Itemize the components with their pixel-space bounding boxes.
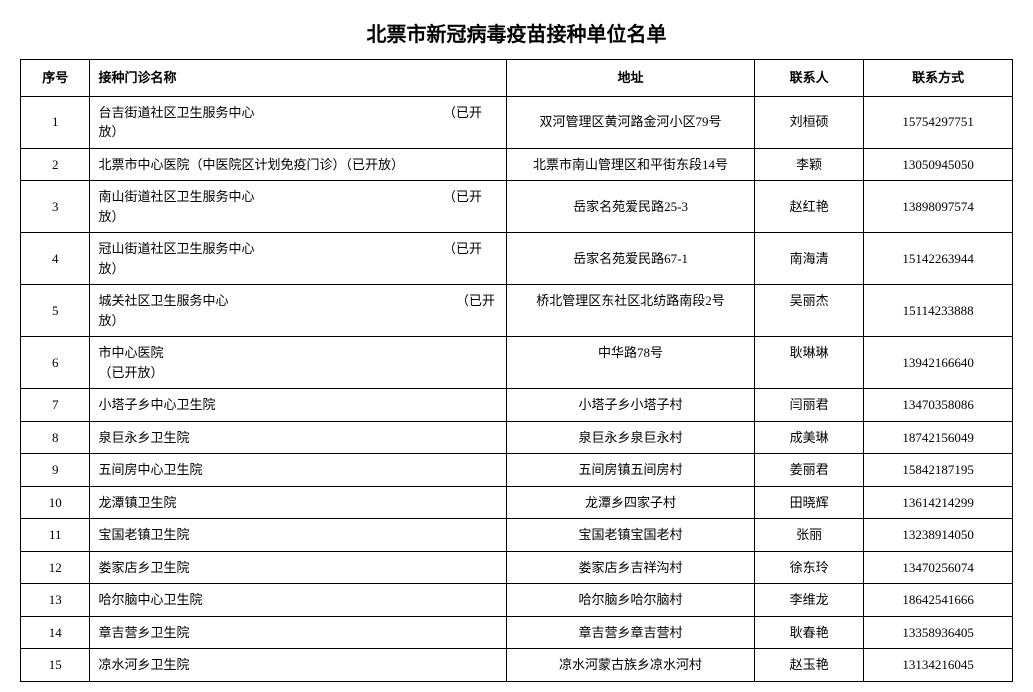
- vaccination-units-table: 序号 接种门诊名称 地址 联系人 联系方式 1台吉街道社区卫生服务中心 （已开放…: [20, 59, 1013, 682]
- cell-phone: 13898097574: [864, 181, 1013, 233]
- table-row: 4冠山街道社区卫生服务中心 （已开放）岳家名苑爱民路67-1南海清1514226…: [21, 233, 1013, 285]
- cell-address: 桥北管理区东社区北纺路南段2号: [507, 285, 755, 337]
- table-row: 8泉巨永乡卫生院泉巨永乡泉巨永村成美琳18742156049: [21, 421, 1013, 454]
- cell-address: 宝国老镇宝国老村: [507, 519, 755, 552]
- table-row: 7小塔子乡中心卫生院小塔子乡小塔子村闫丽君13470358086: [21, 389, 1013, 422]
- cell-phone: 15754297751: [864, 96, 1013, 148]
- cell-index: 13: [21, 584, 90, 617]
- cell-clinic-name: 五间房中心卫生院: [90, 454, 507, 487]
- cell-contact-person: 闫丽君: [755, 389, 864, 422]
- cell-contact-person: 南海清: [755, 233, 864, 285]
- table-row: 5城关社区卫生服务中心 （已开放）桥北管理区东社区北纺路南段2号吴丽杰15114…: [21, 285, 1013, 337]
- cell-phone: 18642541666: [864, 584, 1013, 617]
- table-row: 1台吉街道社区卫生服务中心 （已开放）双河管理区黄河路金河小区79号刘桓硕157…: [21, 96, 1013, 148]
- cell-index: 11: [21, 519, 90, 552]
- cell-clinic-name: 南山街道社区卫生服务中心 （已开放）: [90, 181, 507, 233]
- cell-address: 娄家店乡吉祥沟村: [507, 551, 755, 584]
- cell-clinic-name: 凉水河乡卫生院: [90, 649, 507, 682]
- col-header-index: 序号: [21, 60, 90, 97]
- table-row: 3南山街道社区卫生服务中心 （已开放）岳家名苑爱民路25-3赵红艳1389809…: [21, 181, 1013, 233]
- cell-index: 6: [21, 337, 90, 389]
- table-row: 13哈尔脑中心卫生院哈尔脑乡哈尔脑村李维龙18642541666: [21, 584, 1013, 617]
- col-header-contact: 联系人: [755, 60, 864, 97]
- cell-clinic-name: 台吉街道社区卫生服务中心 （已开放）: [90, 96, 507, 148]
- cell-contact-person: 耿春艳: [755, 616, 864, 649]
- cell-index: 4: [21, 233, 90, 285]
- cell-clinic-name: 小塔子乡中心卫生院: [90, 389, 507, 422]
- col-header-address: 地址: [507, 60, 755, 97]
- cell-phone: 13614214299: [864, 486, 1013, 519]
- cell-contact-person: 李颖: [755, 148, 864, 181]
- cell-contact-person: 吴丽杰: [755, 285, 864, 337]
- cell-phone: 13050945050: [864, 148, 1013, 181]
- cell-clinic-name: 泉巨永乡卫生院: [90, 421, 507, 454]
- cell-contact-person: 田晓辉: [755, 486, 864, 519]
- cell-phone: 15842187195: [864, 454, 1013, 487]
- table-row: 2北票市中心医院（中医院区计划免疫门诊）（已开放）北票市南山管理区和平街东段14…: [21, 148, 1013, 181]
- cell-clinic-name: 城关社区卫生服务中心 （已开放）: [90, 285, 507, 337]
- cell-phone: 13238914050: [864, 519, 1013, 552]
- cell-clinic-name: 章吉营乡卫生院: [90, 616, 507, 649]
- cell-address: 北票市南山管理区和平街东段14号: [507, 148, 755, 181]
- cell-contact-person: 张丽: [755, 519, 864, 552]
- cell-index: 2: [21, 148, 90, 181]
- cell-address: 岳家名苑爱民路67-1: [507, 233, 755, 285]
- cell-index: 8: [21, 421, 90, 454]
- cell-address: 章吉营乡章吉营村: [507, 616, 755, 649]
- cell-contact-person: 李维龙: [755, 584, 864, 617]
- table-row: 6市中心医院 （已开放）中华路78号耿琳琳13942166640: [21, 337, 1013, 389]
- cell-index: 12: [21, 551, 90, 584]
- cell-contact-person: 姜丽君: [755, 454, 864, 487]
- table-row: 15凉水河乡卫生院凉水河蒙古族乡凉水河村赵玉艳13134216045: [21, 649, 1013, 682]
- cell-contact-person: 刘桓硕: [755, 96, 864, 148]
- page-title: 北票市新冠病毒疫苗接种单位名单: [20, 10, 1013, 59]
- cell-address: 哈尔脑乡哈尔脑村: [507, 584, 755, 617]
- cell-clinic-name: 冠山街道社区卫生服务中心 （已开放）: [90, 233, 507, 285]
- cell-address: 小塔子乡小塔子村: [507, 389, 755, 422]
- cell-index: 10: [21, 486, 90, 519]
- cell-address: 五间房镇五间房村: [507, 454, 755, 487]
- cell-phone: 13942166640: [864, 337, 1013, 389]
- cell-index: 14: [21, 616, 90, 649]
- cell-address: 凉水河蒙古族乡凉水河村: [507, 649, 755, 682]
- col-header-phone: 联系方式: [864, 60, 1013, 97]
- cell-phone: 13470256074: [864, 551, 1013, 584]
- col-header-name: 接种门诊名称: [90, 60, 507, 97]
- cell-phone: 13358936405: [864, 616, 1013, 649]
- cell-contact-person: 耿琳琳: [755, 337, 864, 389]
- cell-contact-person: 赵红艳: [755, 181, 864, 233]
- cell-index: 5: [21, 285, 90, 337]
- cell-index: 3: [21, 181, 90, 233]
- cell-phone: 18742156049: [864, 421, 1013, 454]
- cell-clinic-name: 市中心医院 （已开放）: [90, 337, 507, 389]
- cell-index: 15: [21, 649, 90, 682]
- cell-clinic-name: 哈尔脑中心卫生院: [90, 584, 507, 617]
- cell-phone: 13134216045: [864, 649, 1013, 682]
- cell-clinic-name: 龙潭镇卫生院: [90, 486, 507, 519]
- cell-phone: 15142263944: [864, 233, 1013, 285]
- cell-index: 7: [21, 389, 90, 422]
- cell-index: 9: [21, 454, 90, 487]
- table-row: 9五间房中心卫生院五间房镇五间房村姜丽君15842187195: [21, 454, 1013, 487]
- cell-address: 泉巨永乡泉巨永村: [507, 421, 755, 454]
- table-header-row: 序号 接种门诊名称 地址 联系人 联系方式: [21, 60, 1013, 97]
- cell-address: 龙潭乡四家子村: [507, 486, 755, 519]
- cell-address: 岳家名苑爱民路25-3: [507, 181, 755, 233]
- cell-index: 1: [21, 96, 90, 148]
- cell-address: 双河管理区黄河路金河小区79号: [507, 96, 755, 148]
- cell-contact-person: 赵玉艳: [755, 649, 864, 682]
- cell-phone: 15114233888: [864, 285, 1013, 337]
- table-row: 10龙潭镇卫生院龙潭乡四家子村田晓辉13614214299: [21, 486, 1013, 519]
- table-row: 11宝国老镇卫生院宝国老镇宝国老村张丽13238914050: [21, 519, 1013, 552]
- cell-phone: 13470358086: [864, 389, 1013, 422]
- cell-clinic-name: 宝国老镇卫生院: [90, 519, 507, 552]
- cell-contact-person: 徐东玲: [755, 551, 864, 584]
- cell-contact-person: 成美琳: [755, 421, 864, 454]
- table-row: 12娄家店乡卫生院娄家店乡吉祥沟村徐东玲13470256074: [21, 551, 1013, 584]
- cell-clinic-name: 北票市中心医院（中医院区计划免疫门诊）（已开放）: [90, 148, 507, 181]
- cell-clinic-name: 娄家店乡卫生院: [90, 551, 507, 584]
- table-row: 14章吉营乡卫生院章吉营乡章吉营村耿春艳13358936405: [21, 616, 1013, 649]
